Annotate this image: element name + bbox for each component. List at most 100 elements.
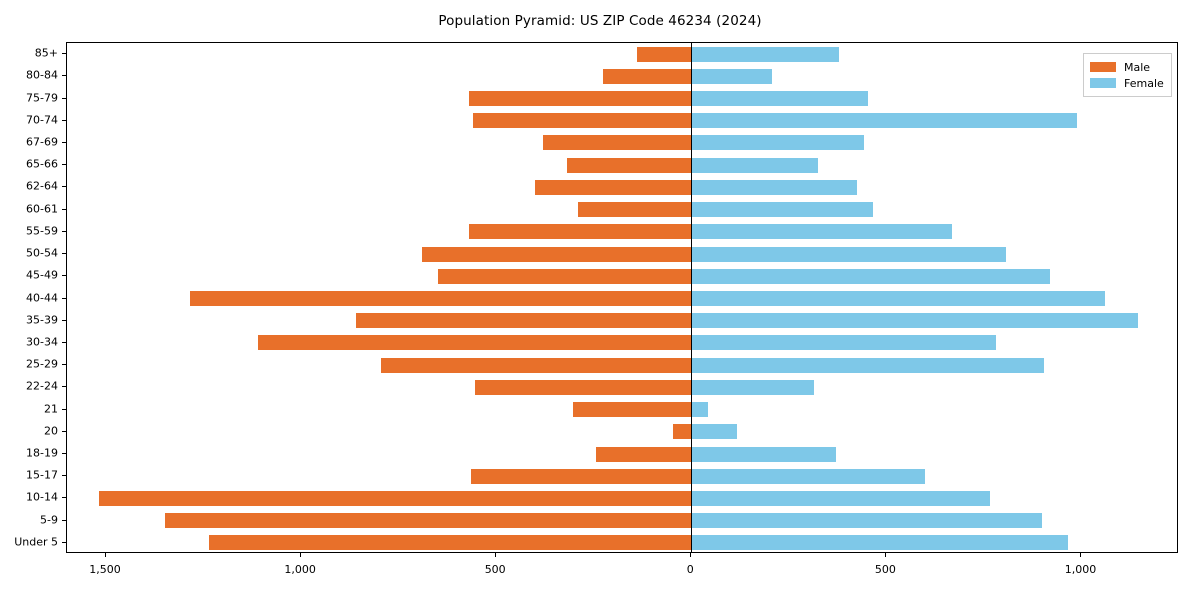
bar-female-35-39: [691, 313, 1139, 329]
y-axis: 85+ 80-84 75-79 70-74 67-69 65-66 62-64 60-61 55…: [0, 42, 66, 553]
plot-area: [66, 42, 1178, 553]
bar-male-25-29: [381, 357, 692, 373]
bar-male-22-24: [474, 379, 692, 395]
y-tick-mark: [62, 497, 66, 499]
bar-female-40-44: [691, 291, 1105, 306]
x-tick-label-1: 1,000: [284, 563, 316, 576]
bar-female-80-84: [691, 68, 773, 84]
bar-male-Under 5: [208, 535, 692, 551]
y-tick-mark: [62, 275, 66, 277]
x-tick-label-2: 500: [484, 563, 506, 576]
y-tick-label-62-64: 62-64: [26, 179, 58, 193]
legend: Male Female: [1083, 53, 1172, 97]
bar-male-85+: [637, 46, 692, 62]
y-tick-label-20: 20: [44, 424, 58, 438]
y-tick-label-60-61: 60-61: [26, 202, 58, 216]
bar-male-30-34: [258, 335, 692, 351]
bar-female-55-59: [691, 224, 952, 240]
y-tick-mark: [62, 519, 66, 521]
y-tick-label-21: 21: [44, 402, 58, 416]
y-tick-label-5-9: 5-9: [40, 513, 58, 527]
y-tick-mark: [62, 386, 66, 388]
y-tick-mark: [62, 475, 66, 477]
bar-female-20: [691, 424, 737, 440]
y-tick-mark: [62, 364, 66, 366]
y-tick-mark: [62, 341, 66, 343]
x-tick-mark: [495, 553, 497, 557]
bar-female-25-29: [691, 357, 1045, 373]
y-tick-mark: [62, 186, 66, 188]
legend-swatch-male: [1090, 62, 1116, 72]
x-tick-label-3: 0: [686, 563, 694, 576]
bars-container: [67, 43, 1177, 552]
x-axis: 1,500 1,000 500 0 500 1,000: [0, 553, 1200, 593]
zero-axis-line: [691, 43, 693, 552]
y-tick-label-15-17: 15-17: [26, 468, 58, 482]
bar-male-21: [573, 402, 692, 418]
y-tick-mark: [62, 319, 66, 321]
y-tick-mark: [62, 253, 66, 255]
x-tick-mark: [105, 553, 107, 557]
y-tick-mark: [62, 164, 66, 166]
y-tick-label-30-34: 30-34: [26, 335, 58, 349]
y-tick-mark: [62, 541, 66, 543]
y-tick-label-80-84: 80-84: [26, 68, 58, 82]
y-tick-mark: [62, 53, 66, 55]
y-tick-mark: [62, 230, 66, 232]
y-tick-label-10-14: 10-14: [26, 490, 58, 504]
bar-male-65-66: [567, 157, 692, 173]
y-tick-mark: [62, 141, 66, 143]
y-tick-mark: [62, 97, 66, 99]
y-tick-label-65-66: 65-66: [26, 157, 58, 171]
y-tick-label-40-44: 40-44: [26, 291, 58, 304]
bar-male-5-9: [165, 513, 692, 529]
bar-female-60-61: [691, 202, 874, 218]
y-tick-mark: [62, 453, 66, 455]
bar-male-10-14: [98, 490, 692, 506]
y-tick-label-85+: 85+: [34, 46, 58, 60]
x-tick-label-5: 1,000: [1064, 563, 1097, 576]
y-tick-label-55-59: 55-59: [26, 224, 58, 238]
y-tick-mark: [62, 208, 66, 210]
bar-male-45-49: [437, 268, 692, 284]
bar-female-45-49: [691, 268, 1051, 284]
y-tick-mark: [62, 75, 66, 77]
y-tick-label-45-49: 45-49: [26, 268, 58, 282]
legend-label-male: Male: [1124, 60, 1151, 74]
x-tick-mark: [885, 553, 887, 557]
bar-female-75-79: [691, 91, 868, 107]
bar-female-85+: [691, 46, 840, 62]
x-tick-mark: [690, 553, 692, 557]
bar-male-80-84: [603, 68, 692, 84]
y-tick-label-70-74: 70-74: [26, 113, 58, 127]
y-tick-label-Under 5: Under 5: [14, 535, 58, 549]
legend-swatch-female: [1090, 78, 1116, 88]
bar-male-67-69: [543, 135, 692, 151]
bar-male-62-64: [535, 179, 692, 195]
bar-female-30-34: [691, 335, 996, 351]
y-tick-label-18-19: 18-19: [26, 446, 58, 460]
bar-male-70-74: [472, 113, 692, 129]
legend-item-male[interactable]: Male: [1090, 59, 1164, 75]
bar-female-15-17: [691, 468, 926, 484]
bar-male-75-79: [468, 91, 692, 107]
bar-female-21: [691, 402, 709, 418]
y-tick-mark: [62, 297, 66, 299]
chart-title: Population Pyramid: US ZIP Code 46234 (2…: [438, 13, 762, 29]
x-tick-mark: [1080, 553, 1082, 557]
y-tick-label-75-79: 75-79: [26, 91, 58, 105]
bar-female-67-69: [691, 135, 865, 151]
bar-male-35-39: [355, 313, 692, 329]
bar-female-Under 5: [691, 535, 1068, 551]
bar-male-18-19: [595, 446, 692, 462]
y-tick-label-67-69: 67-69: [26, 135, 58, 149]
x-tick-mark: [300, 553, 302, 557]
legend-item-female[interactable]: Female: [1090, 75, 1164, 91]
y-tick-label-50-54: 50-54: [26, 246, 58, 260]
bar-female-70-74: [691, 113, 1077, 129]
bar-male-40-44: [189, 291, 692, 306]
x-tick-label-0: 1,500: [89, 563, 121, 576]
bar-female-65-66: [691, 157, 819, 173]
bar-female-50-54: [691, 246, 1006, 262]
